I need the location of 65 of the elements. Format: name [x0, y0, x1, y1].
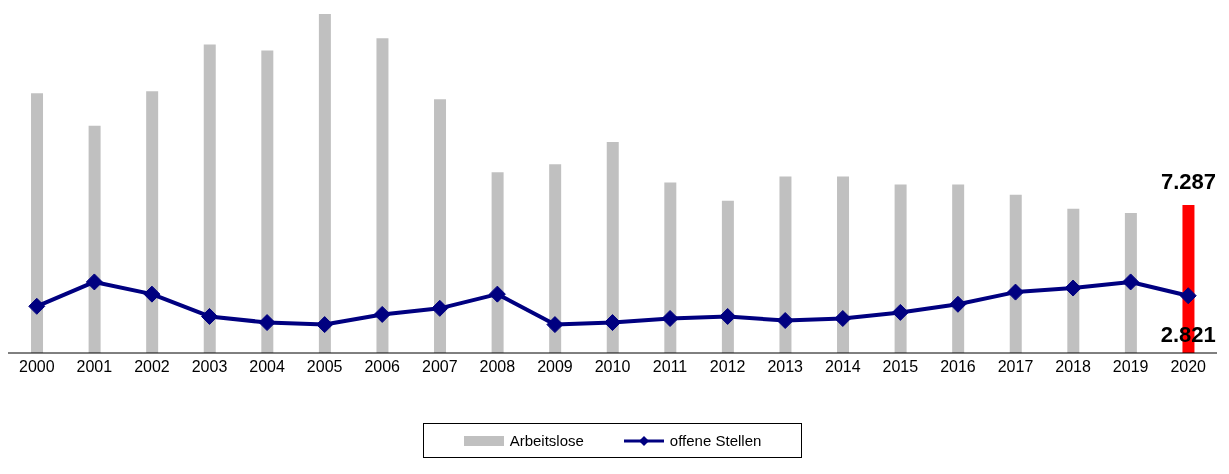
- x-tick-label: 2006: [364, 358, 401, 376]
- point: [143, 285, 161, 303]
- point: [1179, 287, 1197, 305]
- legend-label: offene Stellen: [668, 432, 762, 449]
- point: [1007, 283, 1024, 301]
- x-tick-label: 2016: [940, 358, 976, 376]
- point: [201, 307, 218, 325]
- x-tick-label: 2008: [479, 358, 516, 376]
- x-tick-label: 2002: [134, 358, 170, 376]
- bar: [894, 184, 907, 353]
- point: [488, 285, 506, 303]
- bar: [434, 99, 447, 353]
- point: [834, 309, 852, 327]
- bar: [146, 91, 159, 353]
- point: [776, 312, 794, 330]
- x-tick-label: 2011: [652, 358, 688, 376]
- point: [891, 303, 909, 321]
- x-tick-label: 2004: [249, 358, 285, 376]
- x-tick-label: 2000: [18, 358, 55, 376]
- point: [28, 297, 46, 315]
- bar: [779, 176, 792, 353]
- bar: [1067, 208, 1080, 353]
- legend-label: Arbeitslose: [508, 432, 584, 449]
- x-tick-label: 2020: [1170, 358, 1207, 376]
- bar: [31, 93, 44, 353]
- point: [546, 316, 564, 334]
- data-label: 7.287: [1160, 169, 1216, 195]
- point: [719, 307, 737, 325]
- x-tick-label: 2001: [76, 358, 113, 376]
- x-tick-label: 2013: [767, 358, 804, 376]
- point: [431, 299, 449, 317]
- bar: [88, 125, 101, 353]
- bar: [376, 38, 389, 353]
- point: [949, 295, 967, 313]
- point: [85, 273, 103, 291]
- x-tick-label: 2015: [882, 358, 919, 376]
- x-tick-label: 2012: [709, 358, 746, 376]
- x-tick-label: 2018: [1055, 358, 1091, 376]
- bar: [1124, 212, 1137, 353]
- bar: [1009, 194, 1022, 353]
- bar: [837, 176, 850, 353]
- x-tick-label: 2010: [594, 358, 631, 376]
- x-tick-label: 2014: [824, 358, 861, 376]
- point: [373, 305, 391, 323]
- bar: [318, 14, 331, 353]
- bar: [491, 172, 504, 353]
- point: [316, 316, 334, 334]
- point: [1064, 279, 1082, 297]
- point: [661, 309, 679, 327]
- bar: [606, 141, 619, 353]
- x-tick-label: 2007: [421, 358, 458, 376]
- bar: [261, 50, 274, 353]
- x-tick-label: 2019: [1112, 358, 1149, 376]
- x-tick-label: 2009: [537, 358, 573, 376]
- bar: [952, 184, 965, 353]
- x-tick-label: 2017: [997, 358, 1034, 376]
- x-tick-label: 2003: [191, 358, 228, 376]
- bar: [549, 164, 562, 353]
- x-tick-label: 2005: [306, 358, 343, 376]
- bar: [203, 44, 216, 353]
- bar: [721, 200, 734, 353]
- bar: [664, 182, 677, 353]
- point: [258, 314, 276, 332]
- point: [604, 314, 621, 332]
- point: [1122, 273, 1140, 291]
